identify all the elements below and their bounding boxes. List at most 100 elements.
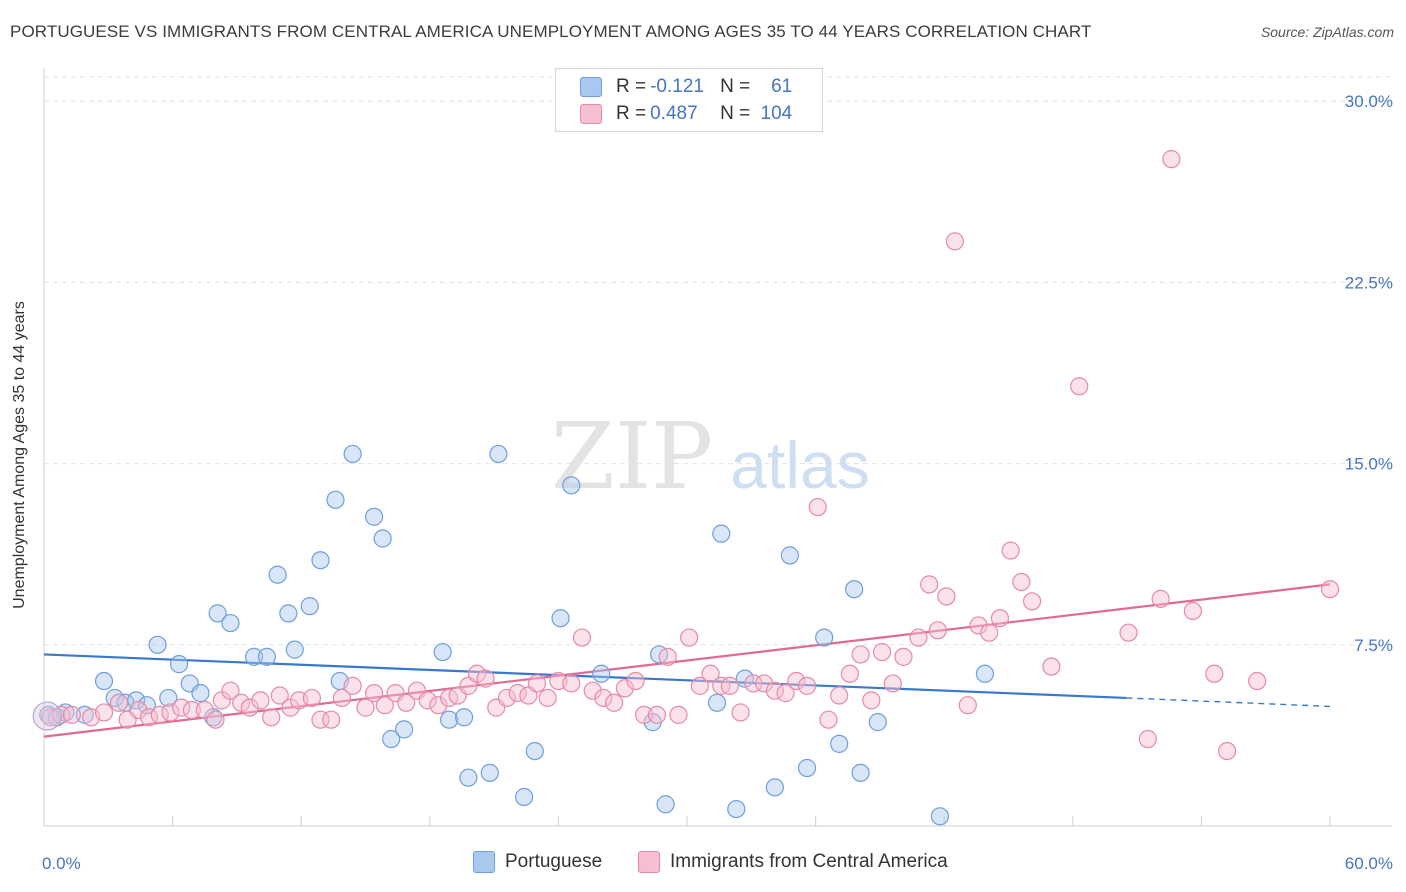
data-point xyxy=(302,688,322,708)
data-point xyxy=(656,795,675,814)
series-swatch-central-america xyxy=(638,851,660,873)
data-point xyxy=(322,710,341,729)
data-point xyxy=(1022,592,1042,611)
x-tick-label: 0.0% xyxy=(42,854,81,873)
y-axis-label: Unemployment Among Ages 35 to 44 years xyxy=(11,301,28,609)
data-point xyxy=(605,693,624,712)
series-legend-portuguese: Portuguese xyxy=(473,851,602,873)
legend-n-value: 104 xyxy=(760,103,793,124)
data-point xyxy=(62,705,81,724)
data-point xyxy=(862,691,881,710)
data-point xyxy=(244,647,264,666)
data-point xyxy=(311,710,330,729)
data-point xyxy=(364,507,384,526)
data-point xyxy=(626,671,645,691)
data-point xyxy=(701,664,720,683)
data-point xyxy=(930,807,950,826)
x-tick-label: 60.0% xyxy=(1345,854,1393,873)
data-point xyxy=(375,696,394,715)
data-point xyxy=(830,686,849,705)
data-point xyxy=(311,551,330,570)
data-point xyxy=(169,655,189,674)
data-point xyxy=(735,669,754,688)
series-legend-label: Immigrants from Central America xyxy=(670,851,948,872)
data-point xyxy=(765,778,784,797)
data-point xyxy=(172,698,191,717)
data-point xyxy=(394,720,414,739)
data-point xyxy=(647,705,667,724)
data-point xyxy=(1070,377,1089,396)
data-points xyxy=(32,150,1340,826)
data-point xyxy=(928,621,947,640)
series-legend: Portuguese Immigrants from Central Ameri… xyxy=(0,851,1406,877)
data-point xyxy=(418,691,437,710)
data-point xyxy=(159,688,178,708)
data-point xyxy=(894,647,913,666)
data-point xyxy=(148,635,167,654)
data-point xyxy=(356,698,375,717)
legend-swatch-central-america xyxy=(580,104,602,124)
data-point xyxy=(583,681,602,700)
series-central-america xyxy=(41,150,1340,761)
data-point xyxy=(744,674,763,693)
data-point xyxy=(797,758,817,778)
data-point xyxy=(797,676,817,695)
data-point xyxy=(109,693,129,712)
data-point xyxy=(707,693,727,712)
data-point xyxy=(808,497,827,517)
tick-labels: 7.5% 15.0% 22.5% 30.0% 0.0% 60.0% xyxy=(42,92,1393,873)
data-point xyxy=(690,676,709,695)
trend-line-extension xyxy=(1126,697,1331,708)
data-point xyxy=(467,664,487,683)
y-tick-label: 22.5% xyxy=(1345,273,1393,292)
data-point xyxy=(669,705,688,724)
data-point xyxy=(680,628,699,647)
data-point xyxy=(332,688,352,708)
data-point xyxy=(285,640,304,659)
watermark-zip: ZIP xyxy=(551,403,713,510)
data-point xyxy=(845,580,864,599)
data-point xyxy=(1320,580,1340,599)
data-point xyxy=(459,768,478,787)
data-point xyxy=(755,674,774,693)
data-point xyxy=(658,647,677,666)
legend-swatch-portuguese xyxy=(580,77,602,97)
data-point xyxy=(538,688,557,708)
data-point xyxy=(41,708,60,727)
trend-lines xyxy=(43,583,1331,738)
data-point xyxy=(572,628,592,647)
data-point xyxy=(364,684,384,703)
data-point xyxy=(635,705,654,724)
data-point xyxy=(562,674,581,693)
legend-n-label: N = xyxy=(720,76,751,97)
stats-legend: R = -0.121 N = 61 R = 0.487 N = 104 xyxy=(555,68,823,132)
data-point xyxy=(268,565,287,584)
data-point xyxy=(1042,657,1061,676)
data-point xyxy=(868,713,887,732)
data-point xyxy=(851,763,870,782)
data-point xyxy=(945,232,965,251)
data-point xyxy=(232,693,251,712)
legend-r-label: R = xyxy=(616,76,647,97)
data-point xyxy=(787,671,806,691)
data-point xyxy=(454,708,474,727)
data-point xyxy=(1205,664,1224,683)
data-point xyxy=(221,681,240,700)
data-point xyxy=(262,708,281,727)
data-point xyxy=(240,698,259,717)
data-point xyxy=(969,616,988,635)
data-point xyxy=(497,688,517,708)
data-point xyxy=(727,799,746,819)
data-point xyxy=(712,524,731,543)
data-point xyxy=(975,664,995,683)
data-point xyxy=(765,681,784,700)
data-point xyxy=(615,679,634,698)
data-point xyxy=(1012,572,1031,592)
trend-line-central-america xyxy=(43,583,1331,738)
data-point xyxy=(1138,729,1157,749)
series-swatch-portuguese xyxy=(473,851,495,873)
data-point xyxy=(980,623,999,642)
data-point xyxy=(851,645,870,664)
data-point xyxy=(343,444,362,464)
legend-row-portuguese: R = -0.121 N = 61 xyxy=(580,75,792,99)
